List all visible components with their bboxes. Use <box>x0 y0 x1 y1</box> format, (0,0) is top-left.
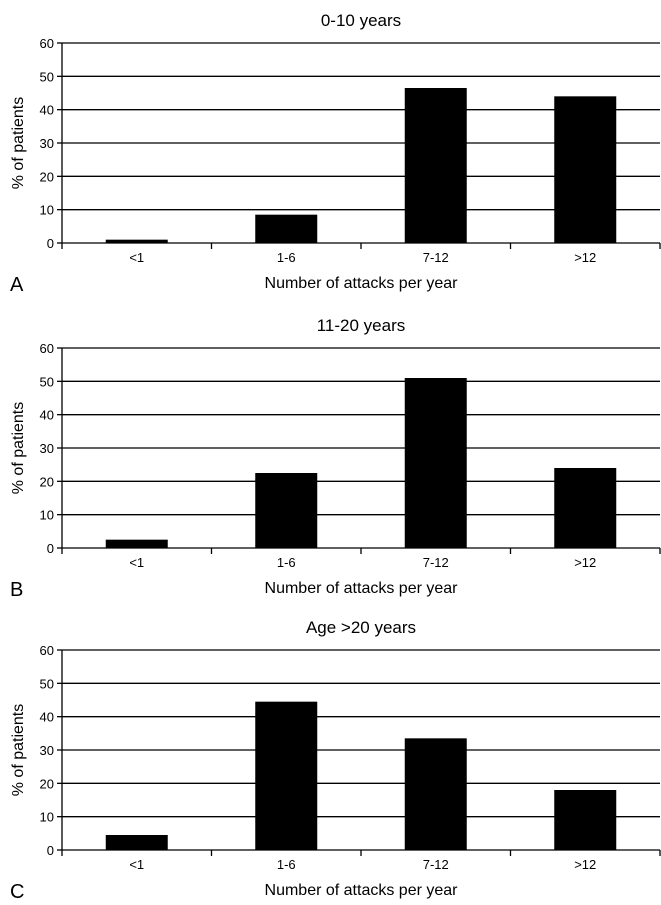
bar-a-2 <box>404 88 467 243</box>
y-tick-label: 0 <box>47 843 54 858</box>
x-category-label: 1-6 <box>277 857 296 872</box>
x-category-label: <1 <box>129 250 144 265</box>
x-category-label: 7-12 <box>423 555 449 570</box>
chart-title: 11-20 years <box>317 316 406 335</box>
x-category-label: >12 <box>574 250 596 265</box>
x-axis-label: Number of attacks per year <box>265 275 459 292</box>
y-tick-label: 30 <box>40 441 54 456</box>
x-category-label: 1-6 <box>277 555 296 570</box>
bar-a-1 <box>255 214 318 243</box>
x-category-label: >12 <box>574 857 596 872</box>
chart-title: Age >20 years <box>306 618 416 637</box>
bar-chart-svg: 0 10 20 30 40 50 60 <1 1-6 7-12 >12 Age >20 years Nu… <box>10 618 661 903</box>
y-axis-label: % of patients <box>10 704 27 797</box>
chart-title: 0-10 years <box>321 11 401 30</box>
panel-letter: C <box>10 881 24 903</box>
y-tick-label: 10 <box>40 810 54 825</box>
bar-b-2 <box>404 378 467 548</box>
y-axis-label: % of patients <box>10 97 27 190</box>
y-tick-label: 50 <box>40 69 54 84</box>
y-tick-label: 60 <box>40 643 54 658</box>
y-tick-label: 30 <box>40 743 54 758</box>
bar-chart-svg: 0 10 20 30 40 50 60 <1 1-6 7-12 >12 0-10 years Numbe… <box>10 11 661 296</box>
bar-c-2 <box>404 738 467 850</box>
panel-letter: B <box>10 579 23 601</box>
bar-chart-svg: 0 10 20 30 40 50 60 <1 1-6 7-12 >12 11-20 years Numb… <box>10 316 661 601</box>
y-tick-label: 30 <box>40 136 54 151</box>
y-tick-label: 0 <box>47 541 54 556</box>
y-tick-label: 10 <box>40 203 54 218</box>
x-category-label: <1 <box>129 857 144 872</box>
chart-panel-b: 0 10 20 30 40 50 60 <1 1-6 7-12 >12 11-20 years Numb… <box>0 305 661 603</box>
y-axis-label: % of patients <box>10 402 27 495</box>
x-category-label: 7-12 <box>423 250 449 265</box>
chart-panel-c: 0 10 20 30 40 50 60 <1 1-6 7-12 >12 Age >20 years Nu… <box>0 607 661 905</box>
bar-c-3 <box>554 790 617 850</box>
x-category-label: 1-6 <box>277 250 296 265</box>
y-tick-label: 40 <box>40 408 54 423</box>
y-tick-label: 40 <box>40 710 54 725</box>
y-tick-label: 20 <box>40 776 54 791</box>
bar-b-1 <box>255 473 318 548</box>
y-tick-label: 60 <box>40 36 54 51</box>
y-tick-label: 0 <box>47 236 54 251</box>
bar-b-3 <box>554 468 617 548</box>
bar-a-3 <box>554 96 617 243</box>
panel-letter: A <box>10 274 24 296</box>
bar-b-0 <box>105 539 168 548</box>
y-tick-label: 10 <box>40 508 54 523</box>
y-tick-label: 50 <box>40 676 54 691</box>
x-category-label: <1 <box>129 555 144 570</box>
y-tick-label: 40 <box>40 103 54 118</box>
y-tick-label: 20 <box>40 474 54 489</box>
x-category-label: 7-12 <box>423 857 449 872</box>
y-tick-label: 60 <box>40 341 54 356</box>
bar-c-1 <box>255 701 318 850</box>
x-axis-label: Number of attacks per year <box>265 882 459 899</box>
bar-c-0 <box>105 835 168 850</box>
x-category-label: >12 <box>574 555 596 570</box>
y-tick-label: 50 <box>40 374 54 389</box>
y-tick-label: 20 <box>40 169 54 184</box>
bar-a-0 <box>105 239 168 243</box>
x-axis-label: Number of attacks per year <box>265 580 459 597</box>
chart-panel-a: 0 10 20 30 40 50 60 <1 1-6 7-12 >12 0-10 years Numbe… <box>0 0 661 298</box>
